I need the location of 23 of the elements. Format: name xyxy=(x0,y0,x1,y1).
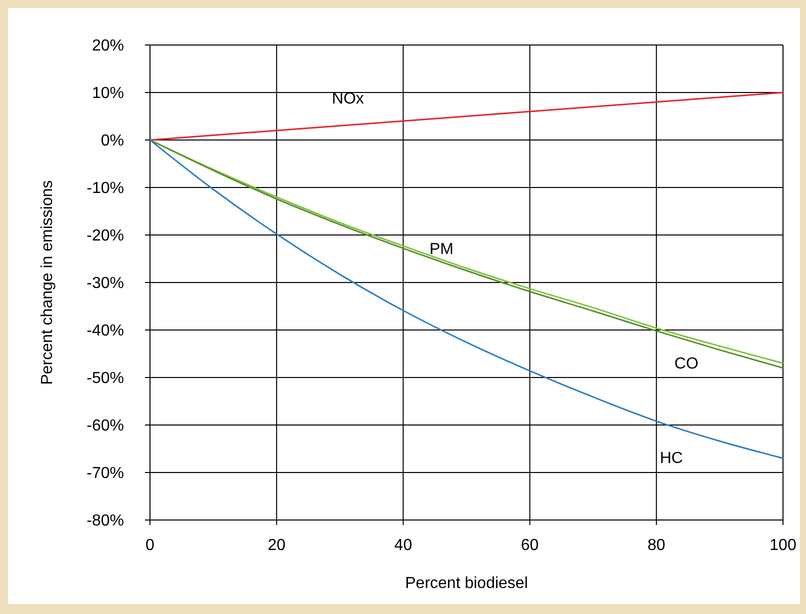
y-tick-label: -10% xyxy=(86,180,124,198)
y-tick-label: -30% xyxy=(86,275,124,292)
x-axis-title: Percent biodiesel xyxy=(405,575,528,592)
series-label: CO xyxy=(674,356,698,373)
series-label: HC xyxy=(660,450,683,467)
x-tick-label: 40 xyxy=(394,537,412,554)
x-tick-label: 20 xyxy=(268,537,286,554)
y-tick-label: -70% xyxy=(86,465,124,482)
x-tick-label: 80 xyxy=(648,537,666,554)
x-tick-label: 0 xyxy=(146,537,155,554)
series-label: PM xyxy=(430,240,454,258)
y-tick-label: 0% xyxy=(100,132,124,150)
y-tick-label: -20% xyxy=(86,228,124,245)
x-tick-label: 60 xyxy=(520,537,539,554)
y-tick-label: -80% xyxy=(86,512,124,530)
y-tick-label: 20% xyxy=(92,38,124,55)
y-axis-title: Percent change in emissions xyxy=(39,180,56,385)
x-tick-label: 100 xyxy=(770,537,796,554)
y-tick-label: -40% xyxy=(86,322,124,340)
y-tick-label: -60% xyxy=(86,418,124,435)
y-tick-label: -50% xyxy=(86,370,124,388)
series-label: NOx xyxy=(332,90,364,108)
y-tick-label: 10% xyxy=(92,85,124,102)
